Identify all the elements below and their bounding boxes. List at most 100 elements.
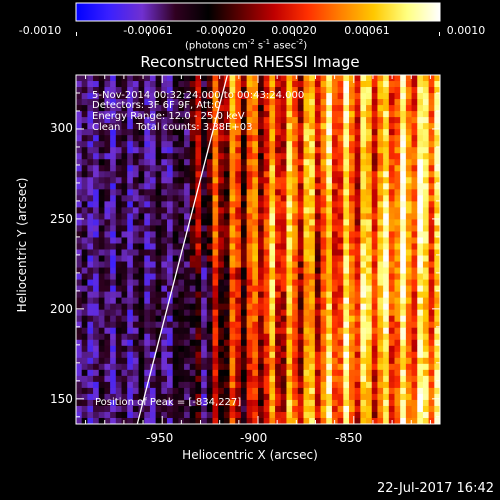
heatmap-cell (184, 345, 191, 353)
heatmap-cell (87, 321, 94, 329)
heatmap-cell (81, 411, 88, 419)
heatmap-cell (240, 249, 248, 256)
heatmap-cell (149, 177, 157, 184)
heatmap-cell (343, 417, 350, 425)
heatmap-cell (360, 393, 367, 401)
heatmap-cell (98, 255, 105, 262)
heatmap-cell (229, 405, 236, 413)
heatmap-cell (434, 243, 441, 250)
heatmap-cell (422, 135, 430, 142)
heatmap-cell (240, 399, 248, 407)
heatmap-cell (297, 255, 304, 262)
heatmap-cell (394, 117, 401, 124)
heatmap-cell (167, 279, 174, 287)
heatmap-cell (326, 285, 333, 293)
heatmap-cell (422, 405, 430, 413)
heatmap-cell (98, 135, 105, 142)
heatmap-cell (371, 117, 378, 124)
heatmap-cell (337, 207, 344, 214)
heatmap-cell (354, 363, 361, 371)
heatmap-cell (422, 93, 430, 100)
heatmap-cell (411, 279, 418, 287)
heatmap-cell (184, 213, 191, 220)
heatmap-cell (400, 237, 407, 244)
heatmap-cell (383, 207, 390, 214)
heatmap-cell (400, 243, 407, 250)
heatmap-cell (331, 411, 339, 419)
heatmap-cell (297, 159, 304, 166)
heatmap-cell (212, 405, 219, 413)
heatmap-cell (360, 327, 367, 335)
heatmap-cell (223, 285, 230, 293)
heatmap-cell (411, 207, 418, 214)
heatmap-cell (127, 363, 134, 371)
heatmap-cell (246, 237, 253, 244)
heatmap-cell (297, 165, 304, 172)
heatmap-cell (366, 213, 373, 220)
heatmap-cell (269, 141, 276, 148)
heatmap-cell (189, 297, 196, 305)
heatmap-cell (269, 333, 276, 341)
heatmap-cell (115, 399, 122, 407)
heatmap-cell (189, 141, 196, 148)
heatmap-cell (360, 333, 367, 341)
heatmap-cell (377, 387, 384, 395)
heatmap-cell (110, 417, 117, 425)
heatmap-cell (360, 399, 367, 407)
heatmap-cell (246, 207, 253, 214)
heatmap-cell (81, 213, 88, 220)
heatmap-cell (428, 129, 435, 136)
heatmap-cell (178, 129, 185, 136)
heatmap-cell (76, 351, 83, 359)
heatmap-cell (275, 231, 282, 238)
heatmap-cell (349, 93, 356, 100)
heatmap-cell (235, 291, 242, 299)
heatmap-cell (303, 81, 310, 88)
heatmap-cell (104, 141, 111, 148)
heatmap-cell (326, 363, 333, 371)
heatmap-cell (269, 225, 276, 232)
heatmap-cell (246, 243, 253, 250)
heatmap-cell (331, 297, 339, 305)
heatmap-cell (138, 231, 145, 238)
heatmap-cell (434, 261, 441, 268)
heatmap-cell (110, 117, 117, 124)
heatmap-cell (127, 159, 134, 166)
heatmap-cell (132, 117, 139, 124)
heatmap-cell (417, 105, 424, 112)
heatmap-cell (184, 177, 191, 184)
heatmap-cell (161, 225, 168, 232)
heatmap-cell (104, 195, 111, 202)
heatmap-cell (235, 81, 242, 88)
heatmap-cell (155, 189, 162, 196)
heatmap-cell (167, 147, 174, 154)
heatmap-cell (76, 111, 83, 118)
heatmap-cell (428, 411, 435, 419)
heatmap-cell (377, 237, 384, 244)
heatmap-cell (201, 315, 208, 323)
heatmap-cell (235, 273, 242, 280)
heatmap-cell (258, 375, 265, 383)
heatmap-cell (172, 183, 179, 190)
heatmap-cell (246, 117, 253, 124)
heatmap-cell (161, 381, 168, 389)
heatmap-cell (206, 123, 213, 130)
heatmap-cell (383, 219, 390, 226)
heatmap-cell (149, 375, 157, 383)
heatmap-cell (286, 285, 293, 293)
heatmap-cell (314, 99, 321, 106)
heatmap-cell (428, 87, 435, 94)
heatmap-cell (297, 213, 304, 220)
heatmap-cell (343, 177, 350, 184)
heatmap-cell (252, 237, 259, 244)
heatmap-cell (320, 99, 327, 106)
heatmap-cell (269, 243, 276, 250)
heatmap-cell (360, 249, 367, 256)
heatmap-cell (292, 249, 299, 256)
heatmap-cell (263, 189, 270, 196)
heatmap-cell (110, 333, 117, 341)
heatmap-cell (297, 99, 304, 106)
heatmap-cell (434, 129, 441, 136)
heatmap-cell (383, 141, 390, 148)
heatmap-cell (110, 255, 117, 262)
